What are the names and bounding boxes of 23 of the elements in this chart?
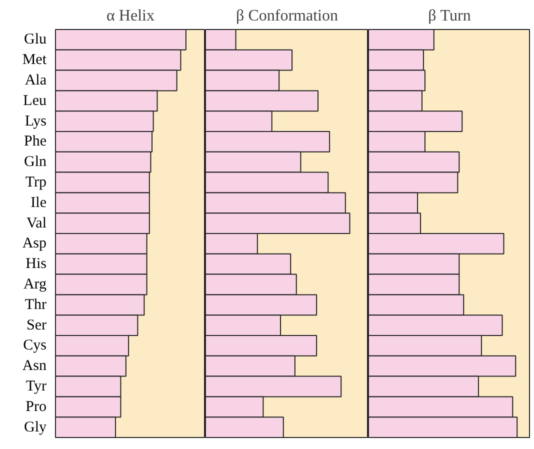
y-tick-label: Trp [25,174,47,190]
y-tick-label: Ala [24,72,47,88]
y-tick-label: Met [22,52,48,68]
chart-title: β Turn [428,8,471,24]
y-tick-label: Asn [22,358,47,374]
y-tick-label: Leu [23,92,47,109]
chart-title: β Conformation [236,8,338,24]
y-tick-label: His [26,256,47,272]
y-tick-label: Arg [23,276,47,292]
y-tick-label: Ser [26,317,47,334]
y-tick-label: Asp [22,236,46,252]
chart-title: α Helix [106,8,154,24]
y-tick-label: Gln [24,154,47,170]
y-tick-label: Cys [23,338,47,354]
y-tick-label: Val [26,215,47,232]
y-tick-label: Lys [24,113,47,130]
y-tick-label: Glu [24,32,47,48]
y-tick-label: Thr [24,296,47,313]
y-tick-label: Phe [24,134,47,150]
y-tick-label: Pro [26,398,47,415]
y-tick-label: Gly [24,419,47,436]
y-tick-label: Ile [30,194,47,211]
y-tick-label: Tyr [26,378,47,394]
